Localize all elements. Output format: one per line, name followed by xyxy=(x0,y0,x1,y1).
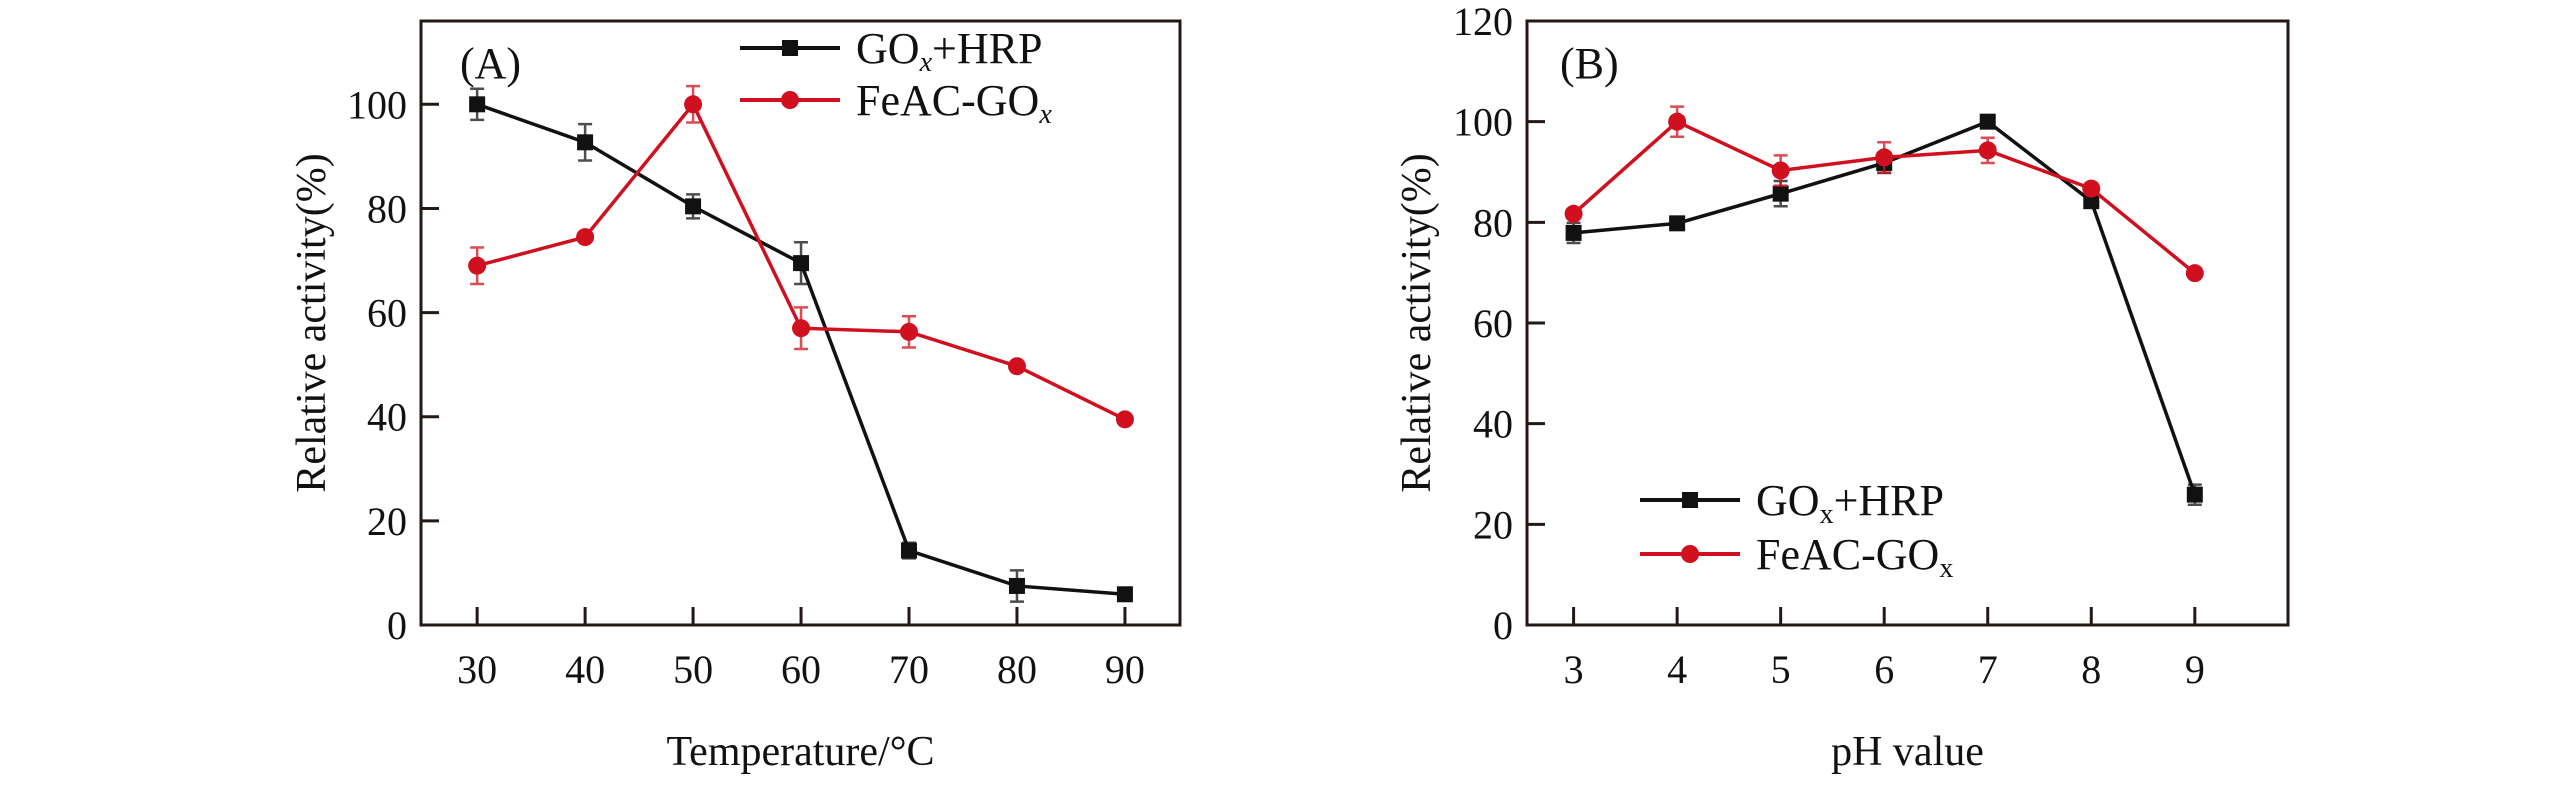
y-axis-title: Relative activity(%) xyxy=(289,153,335,492)
data-point xyxy=(1007,357,1026,376)
legend-label: GOx+HRP xyxy=(856,24,1042,78)
data-point xyxy=(685,198,702,215)
data-point xyxy=(1565,224,1582,241)
x-tick-label: 60 xyxy=(781,647,821,692)
y-tick-label: 120 xyxy=(1453,0,1513,44)
y-tick-label: 20 xyxy=(1473,502,1513,547)
data-point xyxy=(576,228,595,247)
x-tick-label: 7 xyxy=(1978,647,1998,692)
y-tick-label: 40 xyxy=(1473,402,1513,447)
chart-panel-a: 0 20 40 60 80 100 30 40 50 60 70 80 90 Temperature/°C… xyxy=(289,19,1182,775)
data-point xyxy=(792,319,811,338)
y-tick-label: 60 xyxy=(1473,301,1513,346)
data-point xyxy=(468,256,487,275)
x-tick-label: 70 xyxy=(889,647,929,692)
legend-marker xyxy=(782,40,798,56)
series-feac-gox xyxy=(468,84,1134,429)
legend-item: FeAC-GOx xyxy=(740,76,1052,130)
y-tick-label: 60 xyxy=(367,291,407,336)
data-point xyxy=(1668,112,1687,131)
x-tick-label: 4 xyxy=(1667,647,1687,692)
legend-marker xyxy=(1682,492,1698,508)
series-line xyxy=(1573,119,2197,496)
y-axis-title: Relative activity(%) xyxy=(1394,153,1440,492)
x-tick-label: 9 xyxy=(2185,647,2205,692)
data-point xyxy=(2082,179,2101,198)
data-point xyxy=(2186,486,2203,503)
x-tick-label: 5 xyxy=(1771,647,1791,692)
series-feac-gox xyxy=(1564,105,2204,283)
y-tick-label: 80 xyxy=(1473,200,1513,245)
data-point xyxy=(1875,148,1894,167)
data-point xyxy=(1978,141,1997,160)
data-point xyxy=(684,95,703,114)
panel-label: (B) xyxy=(1560,39,1619,88)
data-point xyxy=(1116,586,1133,603)
y-tick-label: 100 xyxy=(1453,100,1513,145)
x-axis-title: pH value xyxy=(1831,729,1984,775)
data-point xyxy=(793,255,810,272)
legend-item: GOx+HRP xyxy=(1640,476,1944,530)
legend-item: FeAC-GOx xyxy=(1640,530,1953,584)
y-tick-label: 0 xyxy=(387,603,407,648)
x-tick-label: 40 xyxy=(565,647,605,692)
legend-label: FeAC-GOx xyxy=(1756,530,1953,584)
data-point xyxy=(901,542,918,559)
data-point xyxy=(1979,113,1996,130)
data-point xyxy=(1669,215,1686,232)
data-point xyxy=(1564,204,1583,223)
series-gox-hrp xyxy=(469,87,1133,603)
data-point xyxy=(1771,161,1790,180)
data-point xyxy=(1772,185,1789,202)
y-tick-label: 80 xyxy=(367,186,407,231)
y-tick-label: 20 xyxy=(367,499,407,544)
chart-panel-b: 0 20 40 60 80 100 120 3 4 5 6 7 8 9 pH value Relative a… xyxy=(1394,0,2290,775)
data-point xyxy=(1008,577,1025,594)
x-tick-label: 80 xyxy=(997,647,1037,692)
y-tick-label: 0 xyxy=(1493,603,1513,648)
x-axis-title: Temperature/°C xyxy=(666,729,934,775)
legend-marker xyxy=(781,91,799,109)
x-tick-label: 50 xyxy=(673,647,713,692)
data-point xyxy=(2083,193,2100,210)
legend-item: GOx+HRP xyxy=(740,24,1042,78)
data-point xyxy=(469,96,486,113)
legend-label: FeAC-GOx xyxy=(856,76,1052,130)
data-point xyxy=(1115,410,1134,429)
legend-label: GOx+HRP xyxy=(1756,476,1944,530)
x-tick-label: 8 xyxy=(2081,647,2101,692)
legend-marker xyxy=(1681,545,1699,563)
panel-label: (A) xyxy=(460,39,521,88)
x-tick-label: 30 xyxy=(457,647,497,692)
x-tick-label: 3 xyxy=(1564,647,1584,692)
x-tick-label: 90 xyxy=(1105,647,1145,692)
data-point xyxy=(577,134,594,151)
x-tick-label: 6 xyxy=(1874,647,1894,692)
data-point xyxy=(2185,264,2204,283)
y-tick-label: 40 xyxy=(367,395,407,440)
y-tick-label: 100 xyxy=(347,82,407,127)
data-point xyxy=(900,322,919,341)
